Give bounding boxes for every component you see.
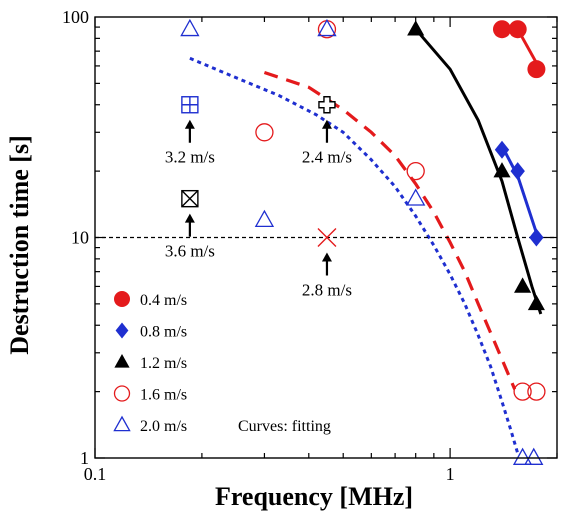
point-s4-2 xyxy=(317,18,337,37)
legend-label-4: 2.0 m/s xyxy=(140,418,187,435)
legend-marker-4-shape xyxy=(113,415,131,432)
point-s3-0-shape xyxy=(255,123,274,142)
point-s4-1-shape xyxy=(254,209,275,227)
y-tick-label-0: 1 xyxy=(80,448,89,468)
legend-label-1: 0.8 m/s xyxy=(140,324,187,341)
point-s4-5 xyxy=(524,447,544,465)
point-s1-1-shape xyxy=(510,162,525,181)
point-s2-0-shape xyxy=(407,20,425,36)
special-point-2 xyxy=(318,96,336,114)
legend-marker-0 xyxy=(114,291,130,307)
point-s3-3-shape xyxy=(513,382,532,401)
point-s1-1 xyxy=(510,162,525,181)
special-point-2-shape xyxy=(318,96,336,114)
point-s0-1 xyxy=(508,20,527,39)
annot-label-3: 2.8 m/s xyxy=(302,281,352,300)
legend-marker-3-shape xyxy=(113,385,131,402)
point-s4-3-shape xyxy=(406,188,426,206)
point-s2-1-shape xyxy=(493,162,511,178)
legend-marker-1 xyxy=(115,322,129,339)
special-point-1-box xyxy=(181,189,199,208)
point-s1-0-shape xyxy=(494,140,510,159)
point-s4-4-shape xyxy=(512,447,533,465)
point-s2-0 xyxy=(407,20,425,36)
annot-arrow-head-1 xyxy=(184,213,195,223)
special-point-0 xyxy=(181,96,199,114)
point-s2-3-shape xyxy=(527,294,545,311)
annot-arrow-head-2 xyxy=(321,119,332,129)
annot-arrow-head-3 xyxy=(321,252,332,262)
legend-label-2: 1.2 m/s xyxy=(140,355,187,372)
legend-marker-0-shape xyxy=(114,291,130,307)
point-s3-4-shape xyxy=(527,382,546,401)
point-s0-2-shape xyxy=(527,60,546,79)
point-s4-0-shape xyxy=(180,18,200,37)
special-point-1-d2 xyxy=(181,190,199,208)
point-s4-2-shape xyxy=(317,18,337,37)
point-s0-0-shape xyxy=(492,20,511,39)
point-s4-5-shape xyxy=(524,447,544,465)
legend-marker-1-shape xyxy=(115,322,129,339)
legend-marker-2-shape xyxy=(114,354,130,368)
fit-curve-1 xyxy=(500,145,538,234)
annot-arrow-head-0 xyxy=(184,119,195,129)
point-s2-2 xyxy=(514,277,532,293)
x-axis-title: Frequency [MHz] xyxy=(215,482,413,511)
legend-label-0: 0.4 m/s xyxy=(140,292,187,309)
point-s4-1 xyxy=(254,209,275,227)
annot-label-1: 3.6 m/s xyxy=(165,242,215,261)
point-s4-3 xyxy=(406,188,426,206)
special-point-3-d2 xyxy=(317,228,337,247)
point-s0-1-shape xyxy=(508,20,527,39)
point-s3-4 xyxy=(527,382,546,401)
annot-label-2: 2.4 m/s xyxy=(302,148,352,167)
data-points xyxy=(180,18,546,465)
point-s3-2 xyxy=(406,161,425,181)
fit-curve-4 xyxy=(189,56,520,454)
legend: 0.4 m/s 0.8 m/s 1.2 m/s 1.6 m/s 2.0 m/s Curve… xyxy=(113,291,331,435)
legend-label-3: 1.6 m/s xyxy=(140,387,187,404)
special-point-3 xyxy=(317,228,337,247)
fit-curves xyxy=(189,28,543,454)
point-s4-4 xyxy=(512,447,533,465)
fit-curve-2 xyxy=(414,28,543,315)
point-s2-1 xyxy=(493,162,511,178)
point-s0-0 xyxy=(492,20,511,39)
legend-note: Curves: fitting xyxy=(238,418,331,435)
point-s1-0 xyxy=(494,140,510,159)
point-s2-2-shape xyxy=(514,277,532,293)
legend-marker-3 xyxy=(113,385,131,402)
point-s2-3 xyxy=(527,294,545,311)
point-s3-0 xyxy=(255,123,274,142)
point-s4-0 xyxy=(180,18,200,37)
point-s1-2-shape xyxy=(529,228,544,247)
point-s0-2 xyxy=(527,60,546,79)
y-axis-title: Destruction time [s] xyxy=(5,135,34,355)
point-s3-3 xyxy=(513,382,532,401)
legend-marker-2 xyxy=(114,354,130,368)
speed-annotations: 3.2 m/s 3.6 m/s 2.4 m/s 2.8 m/s xyxy=(165,119,352,300)
point-s1-2 xyxy=(529,228,544,247)
y-tick-label-2: 100 xyxy=(62,7,89,27)
legend-marker-4 xyxy=(113,415,131,432)
special-point-1 xyxy=(181,189,199,208)
y-tick-label-1: 10 xyxy=(71,228,89,248)
annot-label-0: 3.2 m/s xyxy=(165,148,215,167)
x-tick-label-0: 0.1 xyxy=(84,464,107,484)
x-tick-label-1: 1 xyxy=(446,464,455,484)
point-s3-2-shape xyxy=(406,161,425,181)
